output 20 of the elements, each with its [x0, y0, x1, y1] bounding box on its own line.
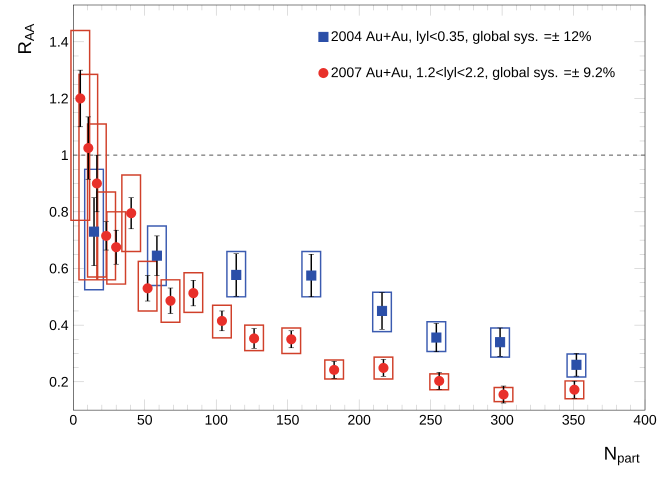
x-tick-label: 50: [138, 414, 152, 425]
x-tick-label: 400: [634, 414, 656, 425]
x-tick-label: 100: [206, 414, 228, 425]
x-tick-label: 250: [420, 414, 442, 425]
y-axis-title: R$_{AA}$: [18, 24, 34, 54]
x-tick-label: 0: [70, 414, 77, 425]
x-tick-label: 200: [348, 414, 370, 425]
legend-label: 2004 Au+Au, lyl<0.35, global sys. =± 12%: [332, 30, 591, 44]
y-tick-label: 1.2: [50, 94, 68, 104]
x-tick-label: 350: [562, 414, 585, 425]
x-tick-label: 150: [277, 414, 299, 425]
y-tick-label: 0.2: [50, 376, 68, 387]
y-tick-label: 1.4: [50, 36, 68, 47]
x-axis-title: N$_{part}$: [605, 446, 640, 466]
legend-label: 2007 Au+Au, 1.2<lyl<2.2, global sys. =± 9.2%: [332, 66, 615, 80]
y-tick-label: 1: [62, 150, 68, 160]
x-tick-label: 300: [490, 414, 514, 425]
y-tick-label: 0.4: [50, 320, 68, 330]
y-tick-label: 0.8: [50, 206, 68, 217]
y-tick-label: 0.6: [50, 263, 68, 274]
